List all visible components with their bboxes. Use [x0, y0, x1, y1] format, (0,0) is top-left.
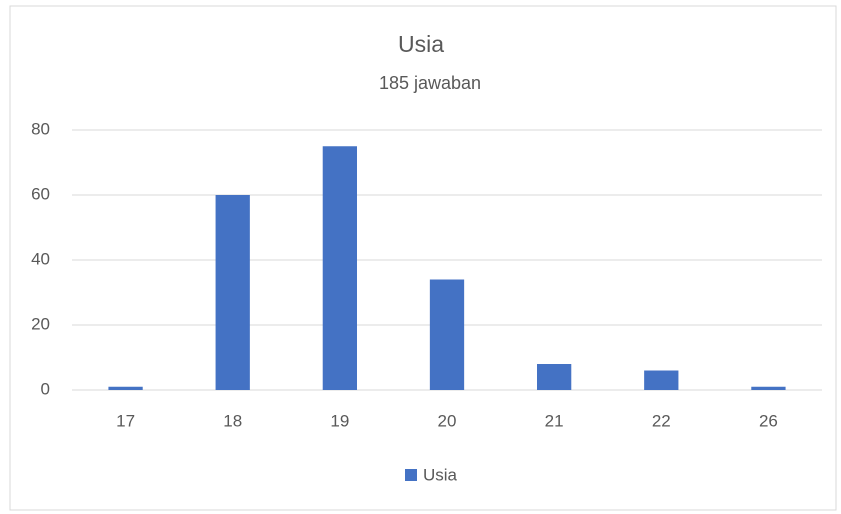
y-tick-label: 80 [31, 119, 50, 138]
bar [537, 364, 572, 390]
y-tick-label: 60 [31, 184, 50, 203]
legend-swatch [405, 469, 417, 481]
x-tick-label: 21 [545, 411, 564, 430]
legend-label: Usia [423, 465, 458, 484]
bar [429, 279, 465, 390]
bar [215, 195, 250, 390]
x-tick-label: 22 [652, 411, 671, 430]
x-tick-label: 19 [330, 411, 349, 430]
y-tick-label: 40 [31, 249, 50, 268]
chart-title: Usia [398, 31, 444, 57]
x-tick-label: 18 [223, 411, 242, 430]
y-tick-label: 20 [31, 314, 50, 333]
bar [322, 146, 357, 390]
chart-border [9, 5, 837, 511]
chart-subtitle: 185 jawaban [379, 73, 481, 93]
y-tick-label: 0 [41, 379, 50, 398]
x-tick-label: 26 [759, 411, 778, 430]
x-tick-label: 17 [116, 411, 135, 430]
bar [108, 386, 143, 390]
bar [751, 386, 786, 390]
bar [644, 370, 679, 390]
x-tick-label: 20 [438, 411, 457, 430]
